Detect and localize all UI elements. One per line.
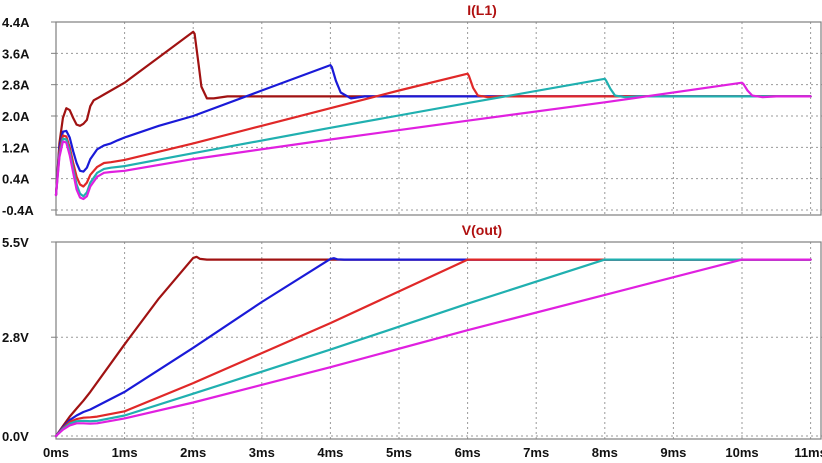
current-plot-frame xyxy=(55,21,822,216)
x-tick-label: 2ms xyxy=(180,445,206,460)
voltage-y-tick-label: 5.5V xyxy=(2,235,29,250)
voltage-plot-pane[interactable]: V(out) 0.0V 2.8V 5.5V 0ms 1ms 2ms 3ms 4ms 5ms 6ms… xyxy=(2,222,822,460)
voltage-y-tick-label: 0.0V xyxy=(2,429,29,444)
x-tick-label: 3ms xyxy=(249,445,275,460)
current-trace-1[interactable] xyxy=(54,30,812,197)
voltage-trace-2[interactable] xyxy=(54,257,812,438)
current-plot-title: I(L1) xyxy=(467,2,497,18)
x-tick-label: 4ms xyxy=(317,445,343,460)
voltage-plot-frame xyxy=(55,241,822,440)
x-tick-label: 10ms xyxy=(725,445,758,460)
voltage-y-tick-label: 2.8V xyxy=(2,330,29,345)
voltage-trace-4[interactable] xyxy=(54,258,812,438)
x-tick-label: 7ms xyxy=(523,445,549,460)
current-y-tick-label: 3.6A xyxy=(2,46,30,61)
x-tick-label: 5ms xyxy=(386,445,412,460)
current-y-tick-label: 4.4A xyxy=(2,15,30,30)
voltage-trace-5[interactable] xyxy=(54,258,812,438)
current-trace-2[interactable] xyxy=(54,63,812,197)
x-tick-label: 6ms xyxy=(455,445,481,460)
x-tick-label: 11ms xyxy=(794,445,822,460)
voltage-plot-title: V(out) xyxy=(462,222,502,238)
current-y-tick-label: 0.4A xyxy=(2,172,30,187)
current-y-tick-label: 1.2A xyxy=(2,140,30,155)
voltage-trace-3[interactable] xyxy=(54,258,812,438)
current-y-tick-label: 2.0A xyxy=(2,109,30,124)
voltage-trace-1[interactable] xyxy=(54,255,812,438)
x-tick-label: 1ms xyxy=(112,445,138,460)
x-tick-label: 9ms xyxy=(660,445,686,460)
current-trace-3[interactable] xyxy=(54,72,812,197)
current-trace-5[interactable] xyxy=(54,81,812,201)
current-y-tick-label: 2.8A xyxy=(2,78,30,93)
current-y-tick-label: -0.4A xyxy=(2,203,34,218)
x-tick-label: 8ms xyxy=(592,445,618,460)
x-tick-label: 0ms xyxy=(43,445,69,460)
current-plot-pane[interactable]: I(L1) -0.4A 0.4A 1.2A 2.0A 2.8A 3.6A 4.4A xyxy=(2,2,822,218)
